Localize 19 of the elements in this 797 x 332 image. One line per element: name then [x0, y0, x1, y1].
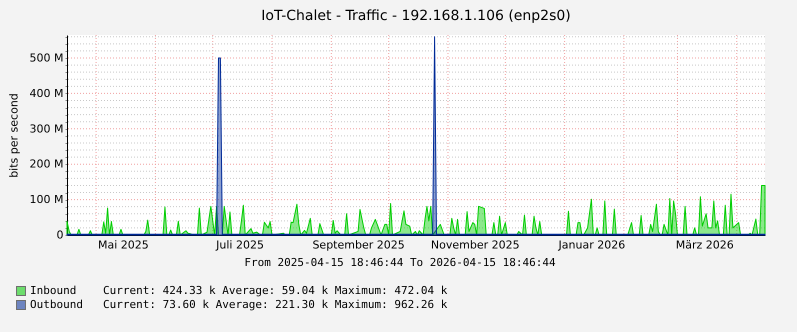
- x-tick-label: November 2025: [430, 238, 520, 252]
- text: Current: 424.33 k Average: 59.04 k Maximum: 472.04 k: [103, 284, 448, 297]
- legend-label: Outbound: [30, 298, 83, 311]
- y-tick-label: 300 M: [30, 122, 64, 136]
- x-tick-label: Mai 2025: [98, 238, 149, 252]
- y-tick-label: 500 M: [30, 52, 64, 65]
- y-tick-label: 100 M: [30, 193, 64, 206]
- x-tick-label: September 2025: [312, 238, 405, 252]
- x-tick-label: Januar 2026: [558, 238, 626, 252]
- chart-title: IoT-Chalet - Traffic - 192.168.1.106 (enp2s0): [261, 8, 571, 24]
- legend-label: Inbound: [30, 284, 76, 297]
- x-tick-label: März 2026: [676, 238, 734, 252]
- x-tick-label: Juli 2025: [215, 238, 264, 252]
- text: From 2025-04-15 18:46:44 To 2026-04-15 18:46:44: [244, 256, 556, 269]
- y-tick-label: 400 M: [30, 86, 64, 100]
- text: Current: 73.60 k Average: 221.30 k Maximum: 962.26 k: [103, 298, 448, 311]
- y-axis-title: bits per second: [8, 93, 21, 178]
- y-tick-label: 0: [56, 228, 64, 242]
- y-tick-label: 200 M: [30, 158, 64, 171]
